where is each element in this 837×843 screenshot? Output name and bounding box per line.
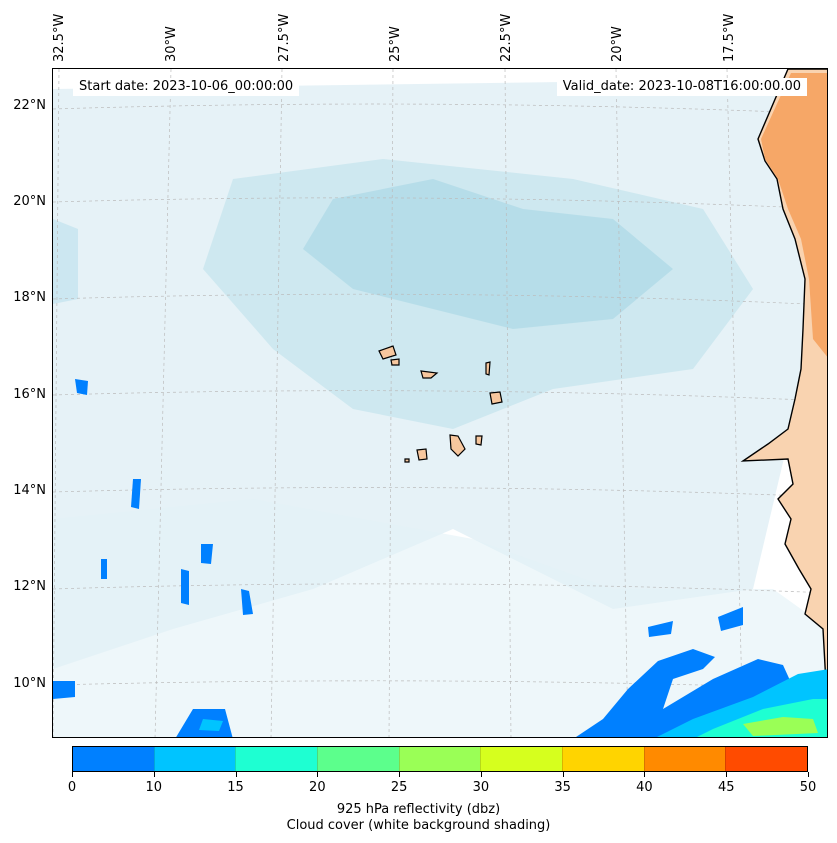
map-canvas — [53, 69, 827, 737]
colorbar-segment — [643, 747, 726, 771]
colorbar-tick-label: 0 — [67, 780, 77, 795]
colorbar-segment — [398, 747, 481, 771]
longitude-label: 17.5°W — [722, 13, 737, 62]
longitude-label: 20°W — [610, 26, 625, 62]
colorbar-tick — [644, 772, 646, 777]
reflectivity-southeast-cell — [718, 607, 743, 631]
colorbar-segment — [73, 747, 154, 771]
land-desert — [761, 73, 827, 357]
colorbar-tick — [808, 772, 809, 777]
latitude-label: 20°N — [13, 194, 46, 209]
island — [489, 391, 503, 405]
reflectivity-cell-west-5 — [75, 379, 88, 395]
longitude-label: 22.5°W — [499, 13, 514, 62]
colorbar-segment — [480, 747, 563, 771]
colorbar-tick-label: 10 — [145, 780, 163, 795]
island — [449, 434, 466, 457]
island — [404, 458, 410, 463]
cloud-region-core — [303, 179, 673, 329]
longitude-label: 27.5°W — [277, 13, 292, 62]
colorbar-tick-label: 15 — [227, 780, 244, 795]
reflectivity-peak-southeast — [743, 717, 818, 736]
colorbar-tick — [72, 772, 73, 777]
colorbar-tick-label: 25 — [390, 780, 408, 795]
reflectivity-cell-west-1 — [131, 479, 141, 509]
colorbar-sublabel: Cloud cover (white background shading) — [286, 818, 551, 833]
reflectivity-cell-west-6 — [101, 559, 107, 579]
reflectivity-southeast-cell-2 — [648, 621, 673, 637]
colorbar-tick — [480, 772, 482, 777]
cape-verde-islands — [378, 345, 503, 463]
latitude-label: 12°N — [13, 579, 46, 594]
colorbar-tick-label: 30 — [472, 780, 490, 795]
colorbar — [72, 746, 808, 772]
colorbar-tick — [153, 772, 155, 777]
start-date-label: Start date: 2023-10-06_00:00:00 — [73, 78, 300, 96]
island — [420, 370, 439, 379]
reflectivity-cell-west-2 — [201, 544, 213, 564]
colorbar-segment — [153, 747, 236, 771]
colorbar-tick — [726, 772, 728, 777]
colorbar-label: 925 hPa reflectivity (dbz) — [336, 802, 501, 817]
colorbar-tick-label: 40 — [636, 780, 653, 795]
island — [390, 358, 400, 366]
colorbar-segment — [562, 747, 644, 771]
colorbar-tick-label: 20 — [309, 780, 326, 795]
colorbar-tick-label: 45 — [717, 780, 735, 795]
latitude-label: 16°N — [13, 387, 46, 402]
reflectivity-low-west — [53, 681, 75, 699]
reflectivity-cell-west-3 — [181, 569, 189, 605]
colorbar-segment — [725, 747, 808, 771]
african-coast — [740, 69, 827, 716]
longitude-label: 25°W — [388, 26, 403, 62]
reflectivity-shading — [53, 379, 827, 737]
colorbar-tick-label: 35 — [554, 780, 571, 795]
cloud-cover-shading — [53, 79, 827, 737]
island — [378, 345, 397, 360]
reflectivity-edge-south — [593, 721, 613, 737]
island — [475, 435, 483, 446]
colorbar-segment — [317, 747, 399, 771]
valid-date-label: Valid_date: 2023-10-08T16:00:00.00 — [556, 78, 807, 96]
cloud-region-west — [53, 219, 78, 304]
island — [485, 361, 491, 376]
colorbar-tick — [562, 772, 564, 777]
longitude-label: 32.5°W — [52, 13, 67, 62]
colorbar-tick — [399, 772, 401, 777]
colorbar-segment — [235, 747, 318, 771]
island — [416, 448, 428, 461]
cloud-region-south — [53, 499, 827, 737]
reflectivity-cell-west-4 — [241, 589, 253, 615]
latitude-label: 18°N — [13, 290, 46, 305]
colorbar-tick — [317, 772, 319, 777]
map-panel: Start date: 2023-10-06_00:00:00 Valid_da… — [52, 68, 828, 738]
reflectivity-mid-southwest — [199, 719, 223, 731]
longitude-label: 30°W — [164, 26, 179, 62]
map-gridlines — [53, 69, 827, 737]
latitude-label: 22°N — [13, 98, 46, 113]
latitude-label: 14°N — [13, 483, 46, 498]
colorbar-tick — [235, 772, 237, 777]
latitude-label: 10°N — [13, 676, 46, 691]
colorbar-tick-label: 50 — [799, 780, 817, 795]
